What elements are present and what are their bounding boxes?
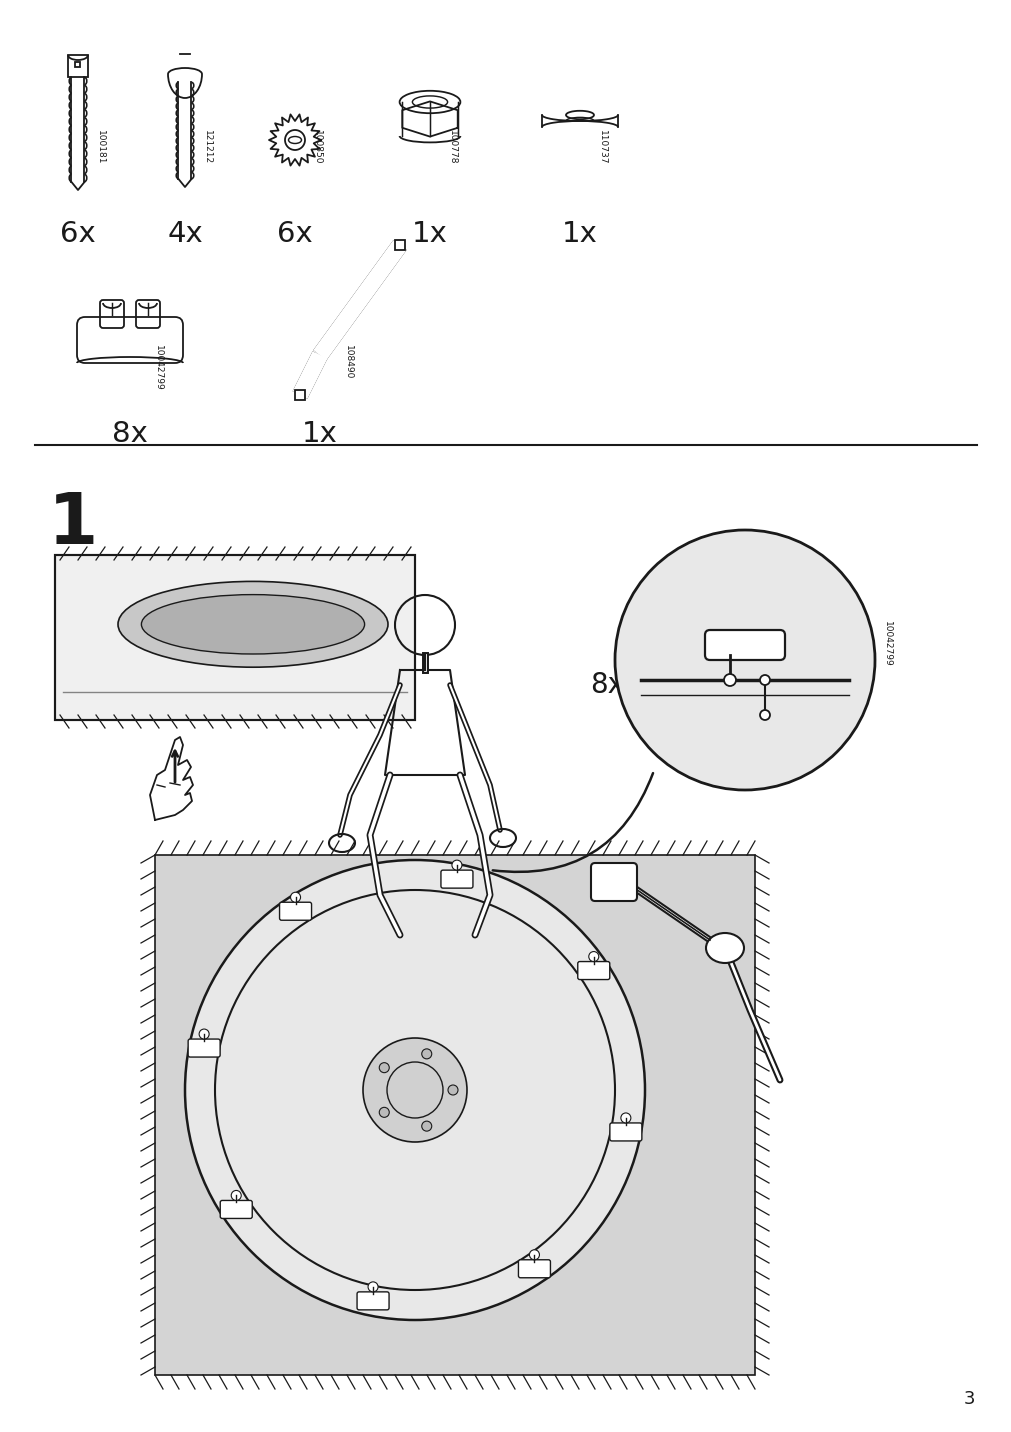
Circle shape: [379, 1063, 389, 1073]
Circle shape: [231, 1190, 241, 1200]
FancyArrowPatch shape: [492, 773, 652, 872]
Text: 10042799: 10042799: [882, 621, 891, 667]
Text: 110737: 110737: [596, 130, 606, 165]
Bar: [155, 855, 754, 1375]
Text: 100778: 100778: [447, 130, 456, 165]
FancyBboxPatch shape: [279, 902, 311, 921]
Circle shape: [199, 1030, 209, 1040]
Text: 8x: 8x: [589, 672, 624, 699]
Circle shape: [452, 861, 461, 871]
FancyBboxPatch shape: [518, 1260, 550, 1277]
Text: 4x: 4x: [167, 221, 202, 248]
Bar: [55, 556, 415, 720]
Text: 108490: 108490: [343, 345, 352, 379]
Text: 3: 3: [962, 1390, 974, 1408]
Circle shape: [723, 674, 735, 686]
Circle shape: [448, 1085, 458, 1095]
Bar: [68, 54, 88, 77]
Text: 1: 1: [48, 490, 98, 558]
Text: 100181: 100181: [95, 130, 104, 165]
FancyBboxPatch shape: [357, 1292, 388, 1310]
Ellipse shape: [706, 934, 743, 962]
Bar: [55, 556, 415, 720]
Text: 121212: 121212: [202, 130, 211, 165]
Circle shape: [185, 861, 644, 1320]
Text: 1x: 1x: [301, 420, 338, 448]
Text: 8x: 8x: [112, 420, 148, 448]
Bar: [394, 241, 404, 251]
Text: 6x: 6x: [277, 221, 312, 248]
Text: 1x: 1x: [411, 221, 448, 248]
Circle shape: [290, 892, 300, 902]
Circle shape: [588, 951, 599, 961]
Circle shape: [379, 1107, 389, 1117]
Ellipse shape: [118, 581, 387, 667]
Circle shape: [759, 710, 769, 720]
Circle shape: [615, 530, 875, 790]
Circle shape: [759, 674, 769, 684]
Circle shape: [621, 1113, 630, 1123]
Ellipse shape: [142, 594, 364, 654]
Bar: [76, 62, 81, 67]
Circle shape: [422, 1121, 432, 1131]
Circle shape: [363, 1038, 466, 1141]
FancyBboxPatch shape: [590, 863, 636, 901]
Text: 6x: 6x: [60, 221, 96, 248]
Bar: [295, 390, 304, 400]
FancyBboxPatch shape: [610, 1123, 641, 1141]
Circle shape: [422, 1048, 432, 1058]
FancyBboxPatch shape: [705, 630, 785, 660]
Circle shape: [368, 1282, 378, 1292]
Text: 100850: 100850: [312, 130, 321, 165]
Text: 1x: 1x: [561, 221, 598, 248]
Text: 10042799: 10042799: [154, 345, 163, 391]
FancyBboxPatch shape: [441, 871, 472, 888]
Circle shape: [529, 1250, 539, 1260]
FancyBboxPatch shape: [220, 1200, 252, 1219]
FancyBboxPatch shape: [188, 1040, 220, 1057]
FancyBboxPatch shape: [577, 961, 610, 979]
